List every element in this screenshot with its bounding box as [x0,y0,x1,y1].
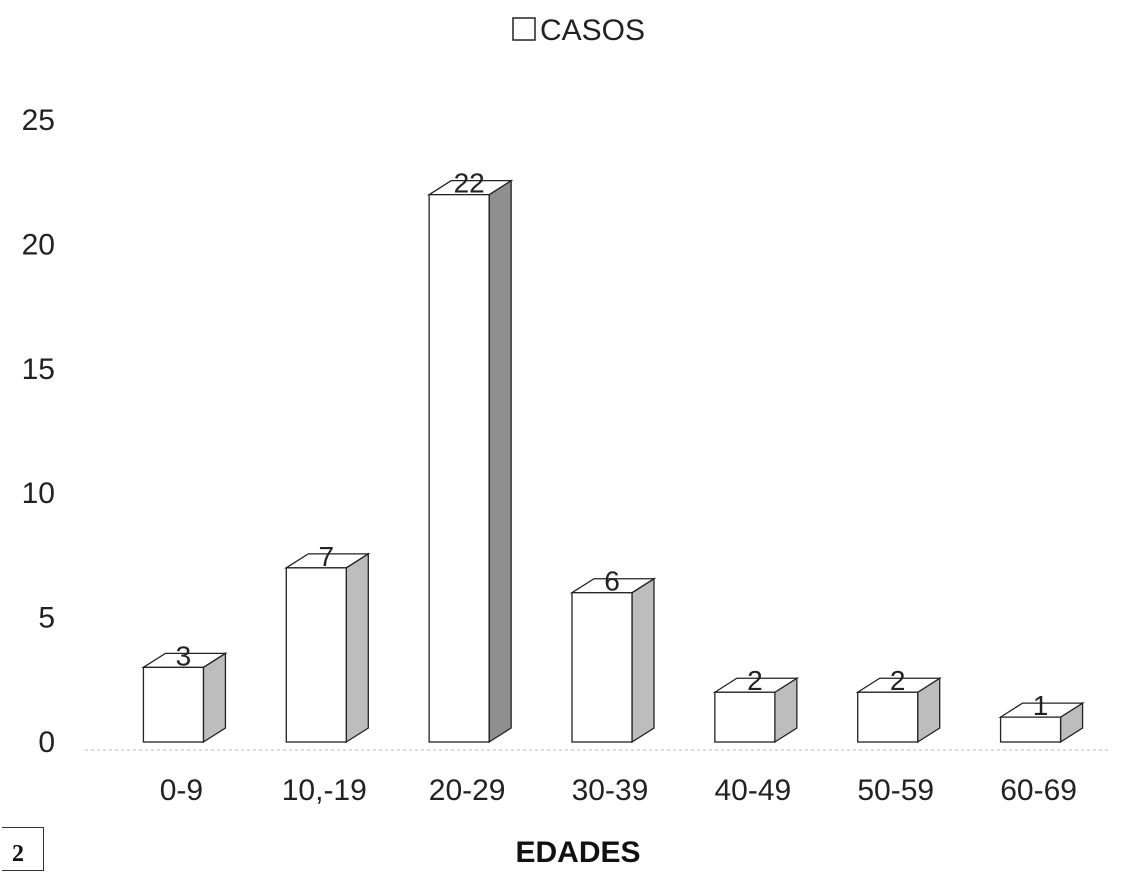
data-label: 22 [454,168,485,199]
x-tick-label: 20-29 [429,774,506,807]
bar-front [572,593,632,742]
data-label: 7 [318,541,334,572]
bar: 2 [715,665,797,742]
bar-side [346,554,368,742]
y-tick-label: 0 [38,726,55,759]
bar-side [203,653,225,742]
data-label: 3 [176,640,192,671]
bar-front [1001,717,1061,742]
data-label: 2 [747,665,763,696]
y-tick-label: 15 [22,353,55,386]
bar: 6 [572,566,654,742]
y-tick-label: 20 [22,228,55,261]
y-tick-label: 25 [22,104,55,137]
bar-front [429,195,489,742]
data-label: 2 [890,665,906,696]
x-tick-label: 50-59 [857,774,934,807]
y-tick-label: 10 [22,477,55,510]
legend-label: CASOS [540,14,645,47]
x-axis-title: EDADES [515,836,640,869]
x-tick-label: 10,-19 [282,774,367,807]
x-tick-label: 30-39 [572,774,649,807]
legend: CASOS [513,14,645,47]
x-tick-label: 0-9 [160,774,203,807]
x-tick-label: 40-49 [714,774,791,807]
bar-front [286,568,346,742]
bar-side [489,181,511,742]
bar: 3 [143,640,225,742]
bar: 1 [1001,690,1083,742]
page-number: 2 [2,827,44,871]
bar-front [858,692,918,742]
bar-front [715,692,775,742]
bar-side [632,579,654,742]
x-axis: 0-9 10,-19 20-29 30-39 40-49 50-59 60-69 [160,774,1077,807]
bar: 2 [858,665,940,742]
legend-swatch [513,18,535,40]
x-tick-label: 60-69 [1000,774,1077,807]
y-axis: 0 5 10 15 20 25 [22,104,55,759]
bar-front [143,667,203,742]
bar: 7 [286,541,368,742]
data-label: 6 [604,566,620,597]
bar: 22 [429,168,511,742]
data-label: 1 [1033,690,1049,721]
y-tick-label: 5 [38,602,55,635]
